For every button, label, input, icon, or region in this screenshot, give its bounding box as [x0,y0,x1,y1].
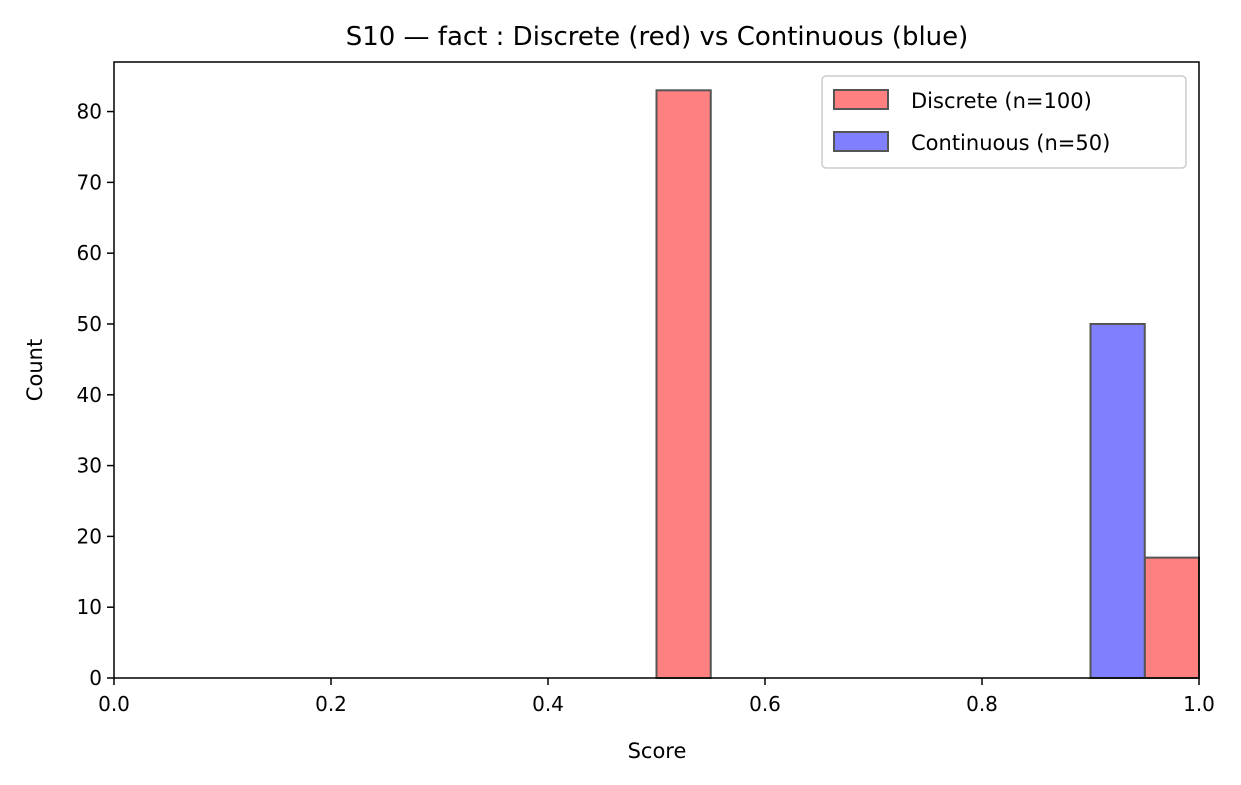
y-tick-label: 10 [77,595,102,619]
y-axis-ticks: 0 10 20 30 40 50 60 70 80 [77,100,114,690]
legend-label-0: Discrete (n=100) [911,89,1092,113]
x-tick-label: 0.8 [966,692,998,716]
legend-label-1: Continuous (n=50) [911,131,1110,155]
legend-swatch-1 [833,131,889,152]
y-tick-label: 0 [89,666,102,690]
bar-series-0-bin-1 [1143,556,1200,680]
bars-layer [655,89,1200,680]
y-tick-label: 50 [77,312,102,336]
legend-swatch-0 [833,89,889,110]
plot-frame [113,61,1200,679]
chart-title: S10 — fact : Discrete (red) vs Continuou… [346,22,969,52]
y-tick-label: 40 [77,383,102,407]
y-tick-label: 70 [77,170,102,194]
y-axis-label: Count [23,339,47,401]
x-tick-label: 0.4 [532,692,564,716]
x-tick-label: 0.0 [98,692,130,716]
x-axis-label: Score [628,739,687,763]
y-tick-label: 30 [77,454,102,478]
x-tick-label: 0.2 [315,692,347,716]
x-axis-ticks: 0.0 0.2 0.4 0.6 0.8 1.0 [98,678,1215,716]
x-tick-label: 1.0 [1183,692,1215,716]
y-tick-label: 80 [77,100,102,124]
bar-series-1-bin-0 [1089,322,1146,679]
y-tick-label: 60 [77,241,102,265]
y-tick-label: 20 [77,524,102,548]
x-tick-label: 0.6 [749,692,781,716]
legend-frame [821,75,1187,169]
bar-series-0-bin-0 [655,89,712,679]
legend: Discrete (n=100) Continuous (n=50) [821,75,1187,169]
